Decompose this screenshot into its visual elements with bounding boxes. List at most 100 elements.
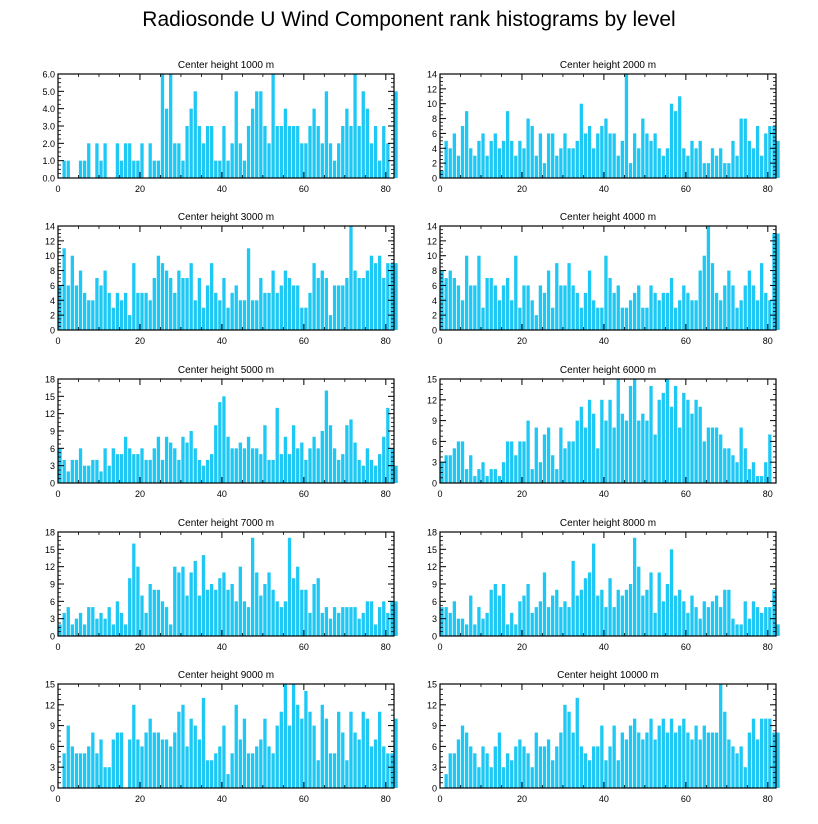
bar [755, 300, 760, 330]
bar [95, 618, 99, 636]
bar [255, 448, 259, 483]
bar [148, 718, 152, 788]
bar [530, 300, 534, 330]
bar [743, 601, 747, 636]
bar [686, 155, 690, 178]
bar [637, 566, 641, 636]
bar [152, 278, 156, 330]
bar [279, 454, 283, 483]
y-tick-label: 12 [427, 395, 437, 405]
y-tick-label: 0 [432, 479, 437, 489]
bar [324, 390, 329, 483]
bar [66, 725, 70, 788]
x-tick-label: 20 [135, 336, 145, 346]
bar [332, 285, 337, 330]
bar [600, 399, 604, 483]
bar [452, 601, 456, 636]
bar [661, 601, 665, 636]
bar [604, 607, 608, 636]
bar [661, 718, 665, 788]
bar [661, 155, 665, 178]
bar [567, 148, 571, 178]
bar [555, 469, 559, 483]
bar [115, 292, 120, 330]
bar [477, 140, 481, 178]
bar [300, 307, 304, 330]
bar [173, 448, 177, 483]
bar [596, 595, 600, 636]
bar [279, 711, 283, 788]
bar [226, 589, 230, 636]
x-tick-label: 40 [217, 336, 227, 346]
bar [173, 143, 177, 178]
bar [337, 459, 341, 483]
y-tick-label: 9 [432, 416, 437, 426]
bar [140, 143, 144, 178]
bar [316, 126, 320, 178]
y-tick-label: 0 [432, 784, 437, 794]
bar [669, 278, 674, 330]
bar [719, 607, 723, 636]
x-tick-label: 0 [55, 794, 60, 804]
bar [193, 91, 197, 178]
bar [751, 148, 756, 178]
bar [518, 140, 522, 178]
bar [551, 307, 555, 330]
bar [197, 739, 202, 788]
bar [123, 624, 128, 636]
x-tick-label: 40 [217, 184, 227, 194]
y-tick-label: 6 [432, 281, 437, 291]
bar [275, 126, 279, 178]
bar [563, 285, 567, 330]
bar [300, 143, 304, 178]
bar [271, 74, 275, 178]
bar [665, 584, 670, 636]
panel-title: Center height 4000 m [560, 212, 656, 223]
bar [501, 767, 506, 788]
bar [140, 292, 144, 330]
bar [304, 307, 308, 330]
bar [690, 595, 694, 636]
bar [152, 589, 156, 636]
y-tick-label: 2 [50, 311, 55, 321]
bar [641, 739, 645, 788]
bar [255, 746, 259, 788]
bar [373, 263, 378, 330]
bar [510, 760, 514, 788]
bar [156, 436, 161, 483]
bar [645, 420, 649, 483]
bar [477, 255, 481, 330]
bar [128, 143, 132, 178]
bar [592, 148, 596, 178]
y-tick-label: 6 [50, 444, 55, 454]
y-tick-label: 12 [45, 700, 55, 710]
bar [510, 612, 514, 636]
bar [760, 612, 764, 636]
bar [600, 725, 604, 788]
bar [164, 436, 169, 483]
bar [369, 255, 374, 330]
bar [444, 607, 448, 636]
bar [612, 607, 616, 636]
bar [723, 285, 727, 330]
bar [755, 476, 760, 483]
y-tick-label: 15 [45, 392, 55, 402]
bar [164, 607, 169, 636]
page-title: Radiosonde U Wind Component rank histogr… [142, 8, 676, 31]
bar [735, 462, 739, 483]
bar [378, 160, 382, 178]
bar [78, 612, 83, 636]
bar [308, 126, 312, 178]
bar [189, 718, 193, 788]
bar [189, 108, 193, 178]
bar [575, 697, 579, 788]
x-tick-label: 40 [599, 489, 609, 499]
bar [287, 537, 292, 636]
panel-title: Center height 2000 m [560, 60, 656, 71]
bar [518, 441, 522, 483]
bar [250, 448, 255, 483]
bar [620, 595, 624, 636]
bar [328, 143, 333, 178]
bar [230, 143, 234, 178]
bar [271, 270, 275, 330]
